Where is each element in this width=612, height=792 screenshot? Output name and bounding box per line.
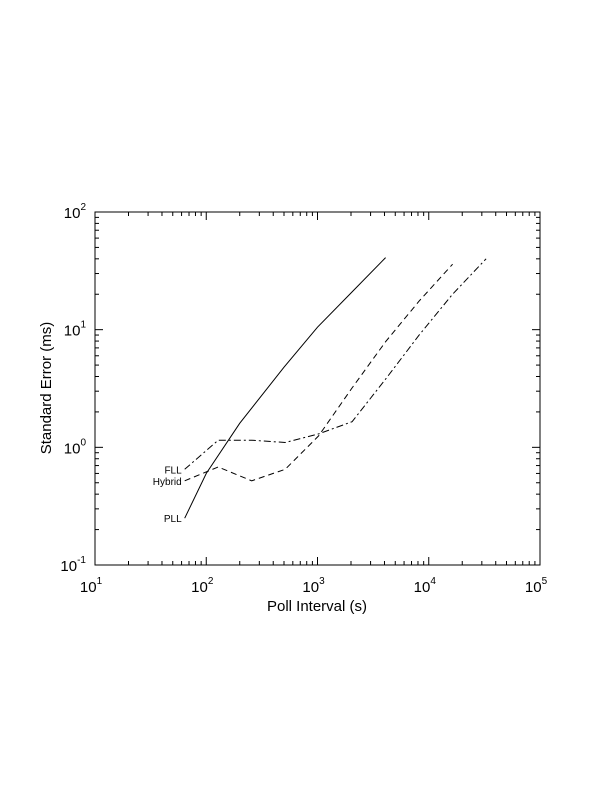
series-label-hybrid: Hybrid	[153, 477, 182, 488]
y-axis-title: Standard Error (ms)	[38, 322, 55, 455]
series-line-fll	[184, 258, 487, 470]
axis-ticks	[94, 212, 540, 566]
x-tick-label: 103	[302, 576, 325, 596]
tick-labels: 101 102 103 104 105 10-1 100 101 102	[60, 202, 547, 596]
y-tick-label: 10-1	[60, 555, 86, 575]
x-tick-label: 104	[414, 576, 437, 596]
series-line-pll	[184, 257, 386, 519]
x-tick-label: 102	[191, 576, 214, 596]
series-lines	[184, 257, 487, 519]
plot-frame	[94, 211, 541, 566]
series-line-hybrid	[184, 263, 453, 482]
y-tick-label: 100	[64, 437, 87, 457]
series-label-pll: PLL	[164, 514, 182, 525]
y-tick-label: 102	[64, 202, 87, 222]
x-axis-title: Poll Interval (s)	[267, 598, 367, 615]
y-tick-label: 101	[64, 320, 87, 340]
series-label-fll: FLL	[164, 465, 182, 476]
x-tick-label: 105	[525, 576, 548, 596]
x-tick-label: 101	[80, 576, 103, 596]
